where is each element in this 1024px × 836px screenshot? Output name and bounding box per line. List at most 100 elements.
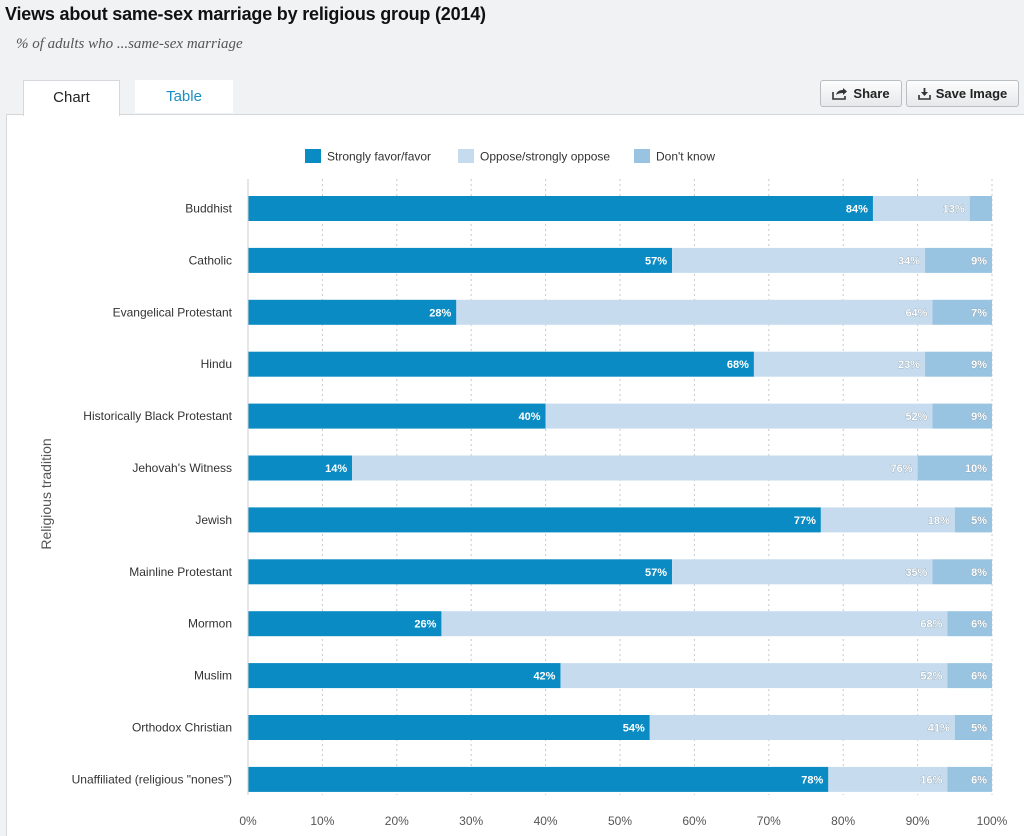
category-label: Evangelical Protestant [113,305,233,319]
x-tick-label: 0% [239,814,257,828]
bar-segment [932,299,992,325]
bar-segment [828,766,948,792]
data-label: 54% [623,723,645,735]
data-label: 57% [645,255,667,267]
bar-segment [248,247,673,273]
bar-segment [248,611,442,637]
data-label: 16% [920,774,942,786]
x-tick-label: 70% [757,814,781,828]
x-tick-label: 10% [310,814,334,828]
bar-segment [932,403,992,429]
data-label: 7% [971,307,987,319]
bar-segment [820,507,955,533]
data-label: 57% [645,567,667,579]
data-label: 52% [920,671,942,683]
data-label: 6% [971,619,987,631]
share-button[interactable]: Share [820,80,902,107]
data-label: 78% [801,774,823,786]
data-label: 34% [898,255,920,267]
data-label: 68% [920,619,942,631]
category-label: Muslim [194,669,232,683]
data-label: 9% [971,411,987,423]
data-label: 76% [891,463,913,475]
bar-segment [872,196,970,221]
bar-segment [441,611,948,637]
bar-segment [248,299,457,325]
share-icon [832,87,848,100]
bar-segment [753,351,926,377]
data-label: 40% [519,411,541,423]
bar-segment [925,351,992,377]
x-tick-label: 20% [385,814,409,828]
category-label: Jewish [195,513,232,527]
x-tick-label: 80% [831,814,855,828]
data-label: 23% [898,359,920,371]
data-label: 64% [905,307,927,319]
data-label: 10% [965,463,987,475]
bar-segment [248,507,821,533]
stacked-bar-chart: Strongly favor/favor Oppose/strongly oppo… [38,149,1008,828]
legend-label: Strongly favor/favor [327,150,431,164]
x-tick-label: 90% [906,814,930,828]
bar-segment [545,403,933,429]
data-label: 42% [533,671,555,683]
bar-segment [932,559,992,585]
page-title: Views about same-sex marriage by religio… [5,4,486,24]
chart-panel: Strongly favor/favor Oppose/strongly oppo… [6,114,1024,836]
category-label: Historically Black Protestant [83,409,232,423]
category-label: Buddhist [185,202,232,216]
legend-swatch [305,149,321,163]
save-image-button[interactable]: Save Image [906,80,1019,107]
bar-segment [925,247,992,273]
data-label: 13% [943,204,965,216]
data-label: 77% [794,515,816,527]
bar-segment [649,715,955,740]
data-label: 68% [727,359,749,371]
data-label: 26% [414,619,436,631]
bar-segment [248,663,561,689]
bar-segment [672,559,933,585]
bar-segment [248,196,873,221]
category-label: Orthodox Christian [132,721,232,735]
legend-label: Don't know [656,150,715,164]
data-label: 6% [971,671,987,683]
tab-table[interactable]: Table [135,80,233,113]
bar-segment [947,766,992,792]
category-label: Mainline Protestant [129,565,232,579]
bar-segment [947,663,992,689]
tab-chart[interactable]: Chart [23,80,120,116]
data-label: 9% [971,255,987,267]
share-label: Share [853,86,890,101]
x-tick-label: 100% [977,814,1008,828]
data-label: 8% [971,567,987,579]
bar-segment [954,507,992,533]
page-subtitle: % of adults who ...same-sex marriage [16,36,243,52]
data-label: 35% [905,567,927,579]
x-tick-label: 40% [534,814,558,828]
bar-segment [947,611,992,637]
legend-swatch [634,149,650,163]
bar-segment [954,715,992,740]
y-axis-title: Religious tradition [38,438,54,549]
category-label: Catholic [189,253,232,267]
bar-segment [248,766,829,792]
legend-swatch [458,149,474,163]
data-label: 5% [971,515,987,527]
category-label: Hindu [201,357,232,371]
data-label: 84% [846,204,868,216]
data-label: 6% [971,774,987,786]
bar-segment [969,196,992,221]
category-label: Jehovah's Witness [132,461,232,475]
download-icon [917,87,931,100]
bar-segment [560,663,948,689]
bar-segment [672,247,926,273]
data-label: 14% [325,463,347,475]
bar-segment [248,559,673,585]
data-label: 18% [928,515,950,527]
data-label: 28% [429,307,451,319]
save-image-label: Save Image [935,86,1008,101]
x-tick-label: 60% [682,814,706,828]
category-label: Unaffiliated (religious "nones") [72,772,232,786]
bar-segment [917,455,992,481]
bar-segment [456,299,933,325]
